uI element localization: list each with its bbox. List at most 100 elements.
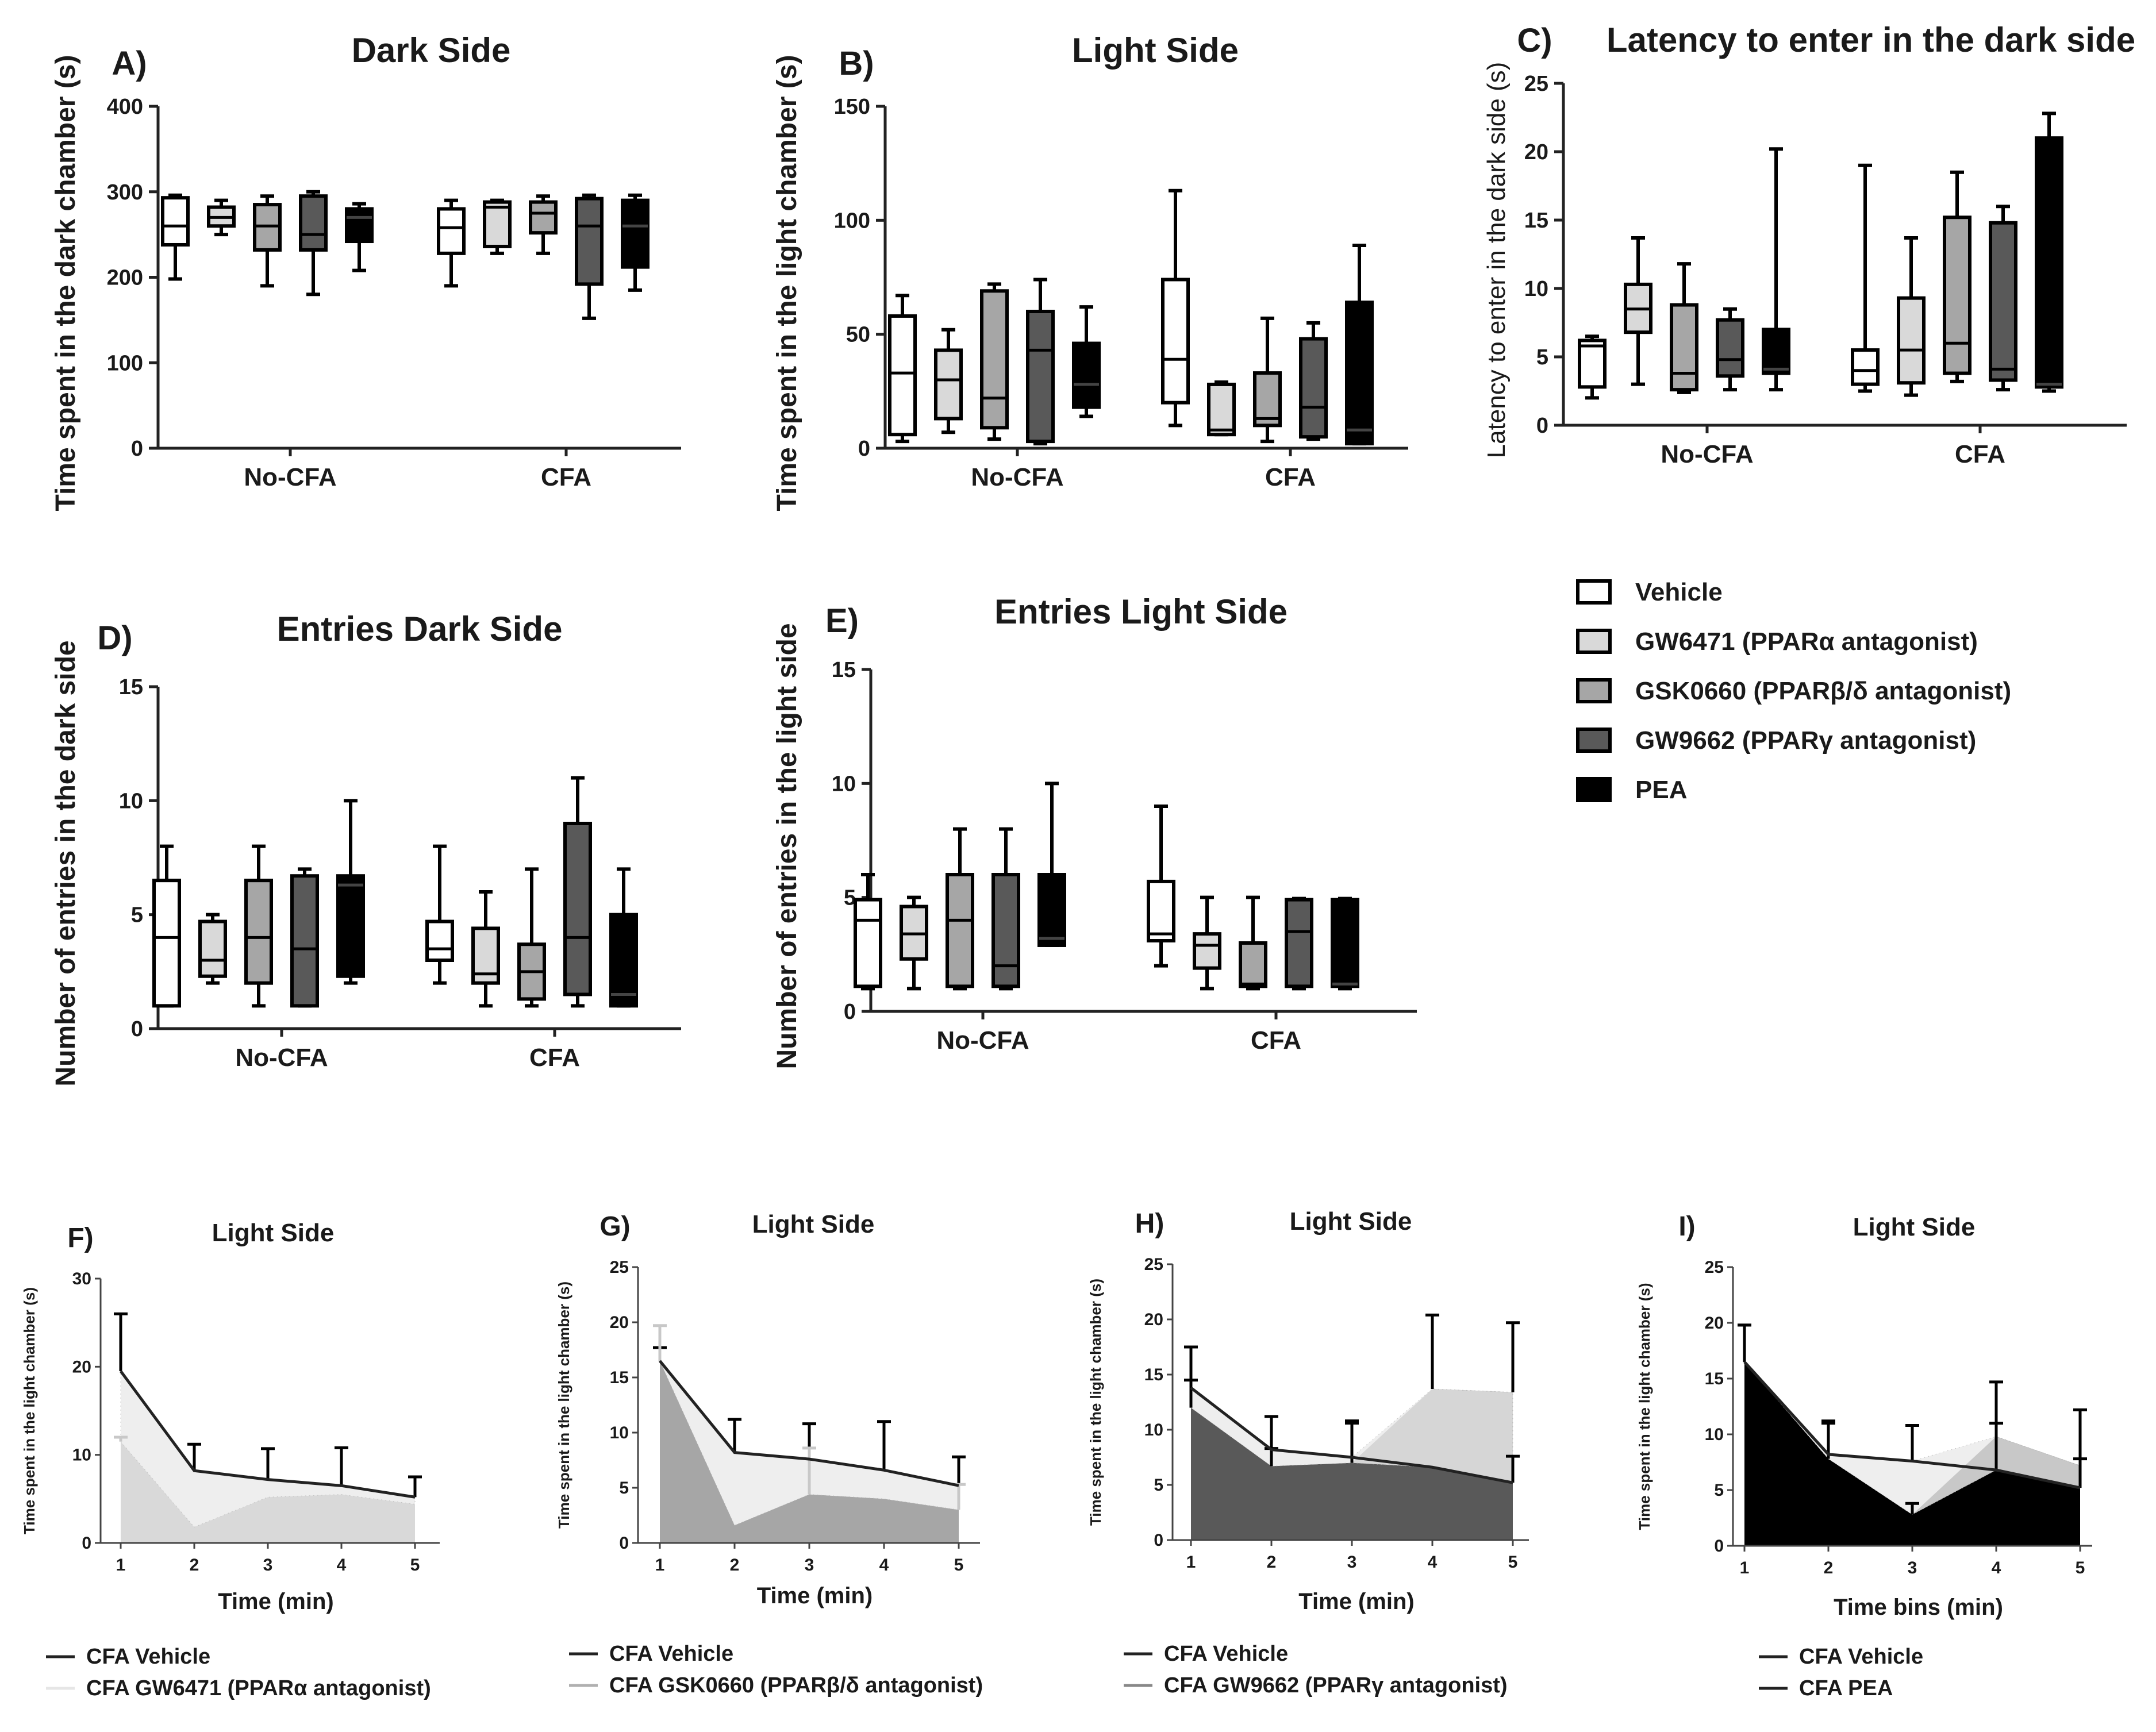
- box-vehicle-cfa: [437, 198, 466, 288]
- y-tick-label: 20: [1524, 140, 1548, 164]
- box-iqr: [483, 200, 512, 248]
- box-gsk0660-no-cfa: [946, 827, 974, 991]
- box-gsk0660-cfa: [1253, 316, 1282, 444]
- x-tick-label: 2: [1267, 1553, 1277, 1572]
- y-axis-label: Number of entries in the light side: [772, 623, 802, 1069]
- y-tick-label: 10: [1144, 1421, 1163, 1440]
- box-gsk0660-cfa: [1943, 170, 1971, 383]
- box-gw6471-cfa: [483, 198, 512, 255]
- legend-item: Vehicle: [1576, 578, 1723, 606]
- y-tick-label: 0: [131, 1017, 143, 1041]
- legend-item: GW6471 (PPARα antagonist): [1576, 628, 1978, 656]
- x-tick-label: 3: [1908, 1558, 1917, 1577]
- panel-label: A): [112, 45, 147, 82]
- legend-swatch: [1576, 579, 1612, 605]
- difference-region: [1744, 1361, 2081, 1515]
- treatment-legend: Vehicle GW6471 (PPARα antagonist) GSK0660 …: [1576, 578, 2011, 804]
- box-iqr: [934, 348, 963, 421]
- box-iqr: [1943, 215, 1971, 375]
- y-tick-label: 20: [1144, 1310, 1163, 1329]
- box-iqr: [1239, 941, 1267, 988]
- x-tick-label: 5: [1508, 1553, 1518, 1572]
- panel-d: D) Entries Dark Side Number of entries in …: [51, 610, 681, 1087]
- x-tick-label: 5: [410, 1556, 420, 1575]
- box-gw9662-cfa: [563, 776, 592, 1008]
- y-tick-label: 0: [858, 437, 870, 461]
- chart-title: Light Side: [1853, 1213, 1976, 1241]
- x-tick-label: 4: [337, 1556, 347, 1575]
- box-iqr: [1207, 382, 1236, 437]
- panel-label: D): [97, 619, 132, 657]
- box-iqr: [1989, 221, 2017, 382]
- box-iqr: [529, 200, 558, 235]
- y-tick-label: 10: [610, 1423, 629, 1442]
- box-gw6471-cfa: [471, 890, 500, 1008]
- box-iqr: [1026, 310, 1055, 444]
- box-gw6471-no-cfa: [207, 198, 236, 237]
- y-tick-label: 0: [844, 1000, 856, 1024]
- vehicle-line: [119, 1370, 416, 1499]
- legend-item: GSK0660 (PPARβ/δ antagonist): [1576, 677, 2011, 705]
- box-iqr: [1037, 873, 1066, 947]
- x-tick-label: 1: [655, 1556, 665, 1575]
- chart-title: Entries Light Side: [994, 592, 1288, 631]
- legend-label: PEA: [1635, 776, 1687, 804]
- box-iqr: [299, 194, 328, 252]
- box-vehicle-cfa: [1147, 805, 1175, 968]
- box-gw9662-no-cfa: [1716, 307, 1744, 392]
- y-axis-label: Number of entries in the dark side: [51, 640, 81, 1086]
- y-axis-label: Time spent in the light chamber (s): [772, 55, 802, 511]
- panel-label: C): [1517, 22, 1552, 59]
- legend-swatch: [1576, 629, 1612, 654]
- panel-c: C) Latency to enter in the dark side Laten…: [1482, 21, 2135, 468]
- x-axis-label: Time (min): [757, 1583, 873, 1608]
- y-tick-label: 10: [832, 772, 856, 796]
- box-gw9662-cfa: [1299, 321, 1328, 441]
- box-iqr: [425, 919, 454, 962]
- vehicle-line: [1190, 1387, 1513, 1484]
- box-gsk0660-no-cfa: [244, 844, 273, 1008]
- box-iqr: [437, 207, 466, 255]
- box-pea-no-cfa: [345, 202, 374, 272]
- group-label: CFA: [1265, 463, 1316, 491]
- box-gw9662-cfa: [575, 193, 604, 320]
- legend-label: GW9662 (PPARγ antagonist): [1635, 726, 1976, 755]
- x-tick-label: 3: [805, 1556, 814, 1575]
- box-iqr: [198, 919, 227, 978]
- treatment-area: [660, 1361, 959, 1543]
- y-tick-label: 20: [1705, 1314, 1724, 1333]
- group-label: CFA: [541, 463, 591, 491]
- box-gsk0660-cfa: [517, 867, 546, 1008]
- box-iqr: [336, 874, 365, 978]
- box-vehicle-no-cfa: [888, 294, 917, 444]
- x-tick-label: 4: [1992, 1558, 2001, 1577]
- box-gw9662-no-cfa: [1026, 278, 1055, 446]
- panel-label: H): [1135, 1208, 1165, 1239]
- box-iqr: [1285, 898, 1313, 988]
- panel-b: B) Light Side Time spent in the light cham…: [772, 31, 1408, 511]
- box-gsk0660-cfa: [1239, 895, 1267, 991]
- y-tick-label: 50: [846, 323, 870, 347]
- x-tick-label: 2: [190, 1556, 199, 1575]
- y-tick-label: 400: [107, 95, 143, 119]
- panel-i: I) Light Side Time spent in the light cham…: [1636, 1211, 2092, 1700]
- legend-label: CFA Vehicle: [609, 1642, 733, 1666]
- group-label: No-CFA: [971, 463, 1063, 491]
- chart-title: Light Side: [212, 1219, 335, 1247]
- box-iqr: [152, 879, 181, 1008]
- box-iqr: [609, 913, 638, 1008]
- legend-label: CFA GSK0660 (PPARβ/δ antagonist): [609, 1673, 983, 1698]
- y-tick-label: 10: [119, 789, 143, 813]
- y-tick-label: 15: [119, 675, 143, 699]
- box-pea-cfa: [609, 867, 638, 1008]
- y-tick-label: 20: [72, 1357, 91, 1376]
- box-vehicle-no-cfa: [152, 844, 181, 1008]
- panel-label: B): [839, 45, 874, 82]
- legend-label: CFA GW9662 (PPARγ antagonist): [1164, 1673, 1508, 1698]
- y-tick-label: 10: [1524, 277, 1548, 301]
- box-gsk0660-no-cfa: [980, 282, 1009, 441]
- legend-label: CFA PEA: [1799, 1676, 1893, 1700]
- y-tick-label: 20: [610, 1313, 629, 1332]
- boxplot-panels: A) Dark Side Time spent in the dark chambe…: [51, 21, 2135, 1087]
- y-tick-label: 5: [131, 903, 143, 927]
